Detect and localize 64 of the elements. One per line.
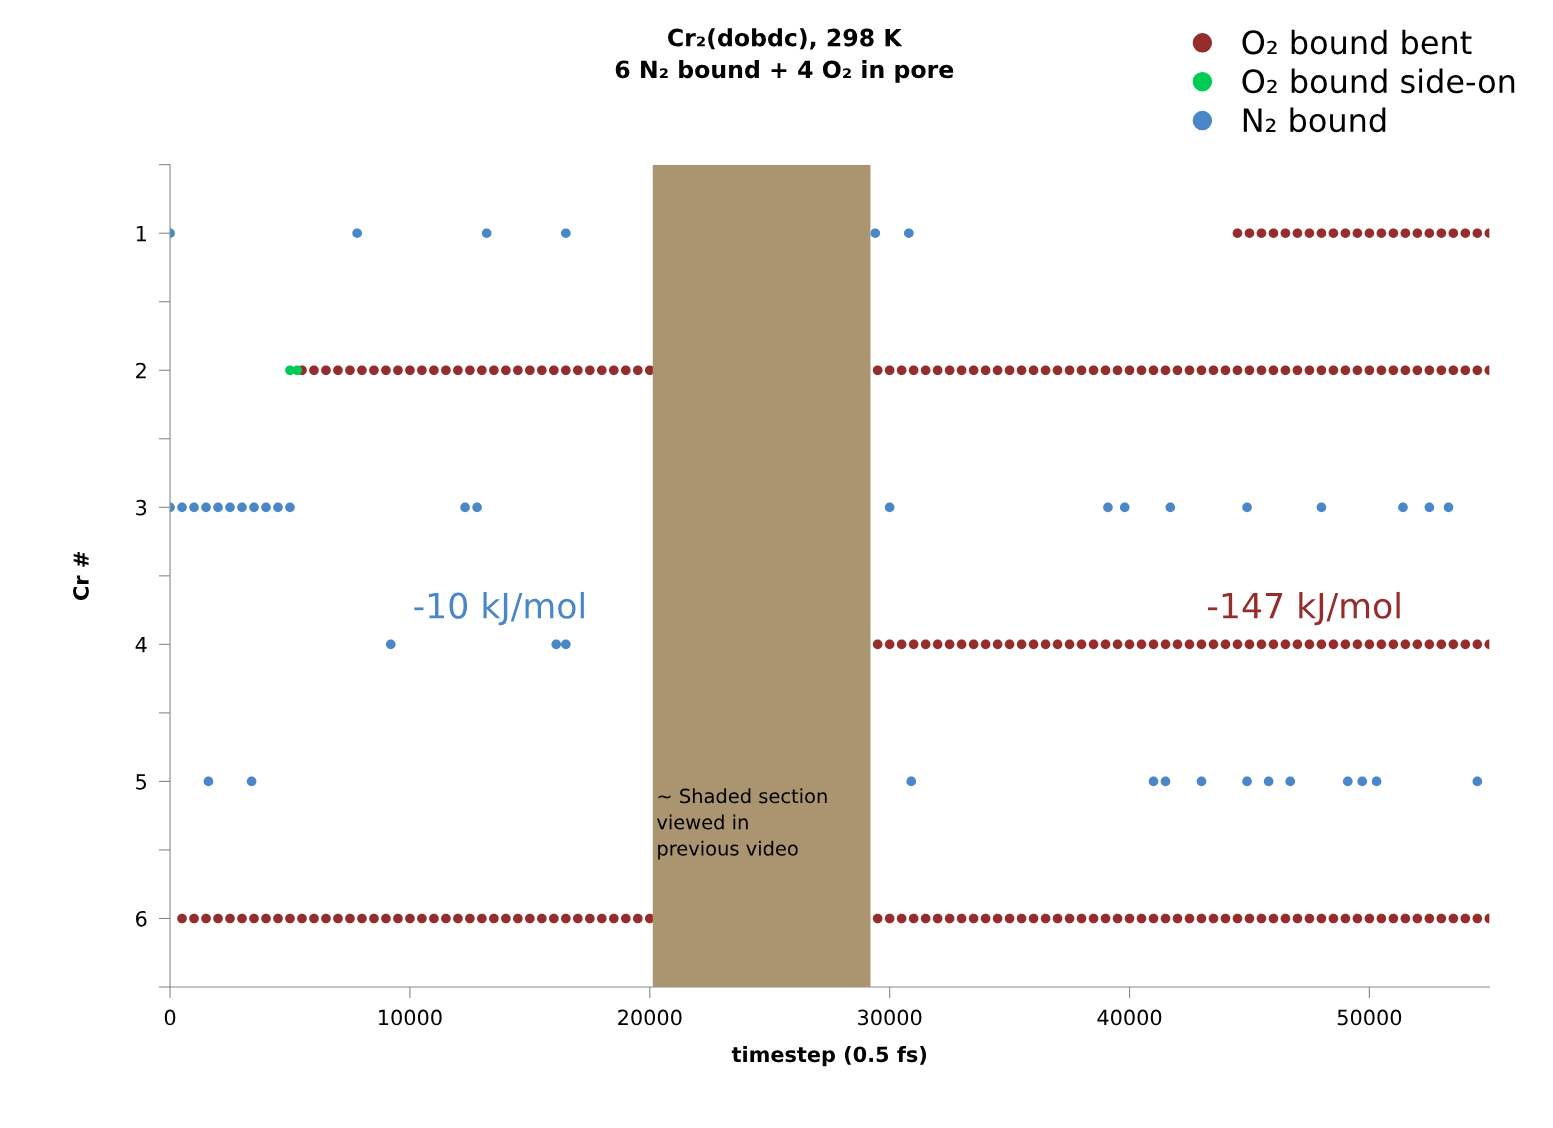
y-axis-title: Cr # bbox=[73, 552, 89, 600]
point bbox=[884, 502, 895, 513]
point bbox=[906, 776, 917, 787]
point bbox=[261, 502, 271, 513]
point bbox=[1342, 776, 1353, 787]
point bbox=[1357, 776, 1368, 787]
point bbox=[1398, 502, 1408, 513]
point bbox=[246, 776, 257, 787]
annotation: -10 kJ/mol bbox=[414, 591, 584, 626]
point bbox=[481, 228, 492, 239]
point bbox=[189, 502, 199, 513]
point bbox=[1160, 776, 1171, 787]
point bbox=[1472, 776, 1483, 787]
point bbox=[273, 502, 283, 513]
y-tick-label: 2 bbox=[136, 362, 146, 379]
point bbox=[177, 502, 187, 513]
legend-label: N₂ bound bbox=[1243, 107, 1386, 133]
point bbox=[561, 228, 571, 239]
point bbox=[249, 502, 259, 513]
point bbox=[1371, 776, 1382, 787]
chart-title: Cr₂(dobdc), 298 K 6 N₂ bound + 4 O₂ in pore bbox=[615, 28, 954, 83]
point bbox=[225, 502, 235, 513]
point bbox=[1196, 776, 1207, 787]
point bbox=[213, 502, 223, 513]
point bbox=[870, 228, 881, 239]
point bbox=[385, 639, 396, 650]
y-tick-label: 3 bbox=[136, 499, 147, 516]
y-tick-label: 5 bbox=[136, 774, 147, 790]
x-tick-label: 0 bbox=[164, 1009, 176, 1026]
point bbox=[1165, 502, 1176, 513]
point bbox=[1285, 776, 1296, 787]
point bbox=[1242, 502, 1252, 513]
point bbox=[352, 228, 362, 239]
legend-label: O₂ bound side-on bbox=[1242, 68, 1515, 94]
legend-label: O₂ bound bent bbox=[1242, 29, 1472, 55]
point bbox=[203, 776, 214, 787]
point bbox=[472, 502, 482, 513]
x-tick-label: 40000 bbox=[1097, 1009, 1162, 1026]
band-label: ~ Shaded section viewed in previous video bbox=[656, 788, 827, 860]
x-tick-label: 10000 bbox=[379, 1009, 442, 1026]
point bbox=[1119, 502, 1130, 513]
point bbox=[1103, 502, 1113, 513]
point bbox=[292, 365, 302, 376]
y-tick-label: 6 bbox=[136, 910, 147, 927]
point bbox=[1424, 502, 1435, 513]
point bbox=[1242, 776, 1252, 787]
point bbox=[201, 502, 211, 513]
point bbox=[237, 502, 247, 513]
point bbox=[285, 502, 295, 513]
annotation: -147 kJ/mol bbox=[1208, 591, 1400, 626]
point bbox=[904, 228, 914, 239]
x-tick-label: 30000 bbox=[858, 1009, 922, 1026]
point bbox=[1443, 502, 1454, 513]
point bbox=[561, 639, 571, 650]
x-axis-title: timestep (0.5 fs) bbox=[731, 1046, 927, 1067]
point bbox=[551, 639, 562, 650]
y-tick-label: 1 bbox=[136, 225, 146, 242]
point bbox=[1263, 776, 1274, 787]
point bbox=[1316, 502, 1327, 513]
x-tick-label: 50000 bbox=[1337, 1009, 1402, 1026]
y-tick-label: 4 bbox=[135, 637, 147, 653]
point bbox=[460, 502, 470, 513]
point bbox=[1148, 776, 1159, 787]
x-tick-label: 20000 bbox=[618, 1009, 682, 1026]
